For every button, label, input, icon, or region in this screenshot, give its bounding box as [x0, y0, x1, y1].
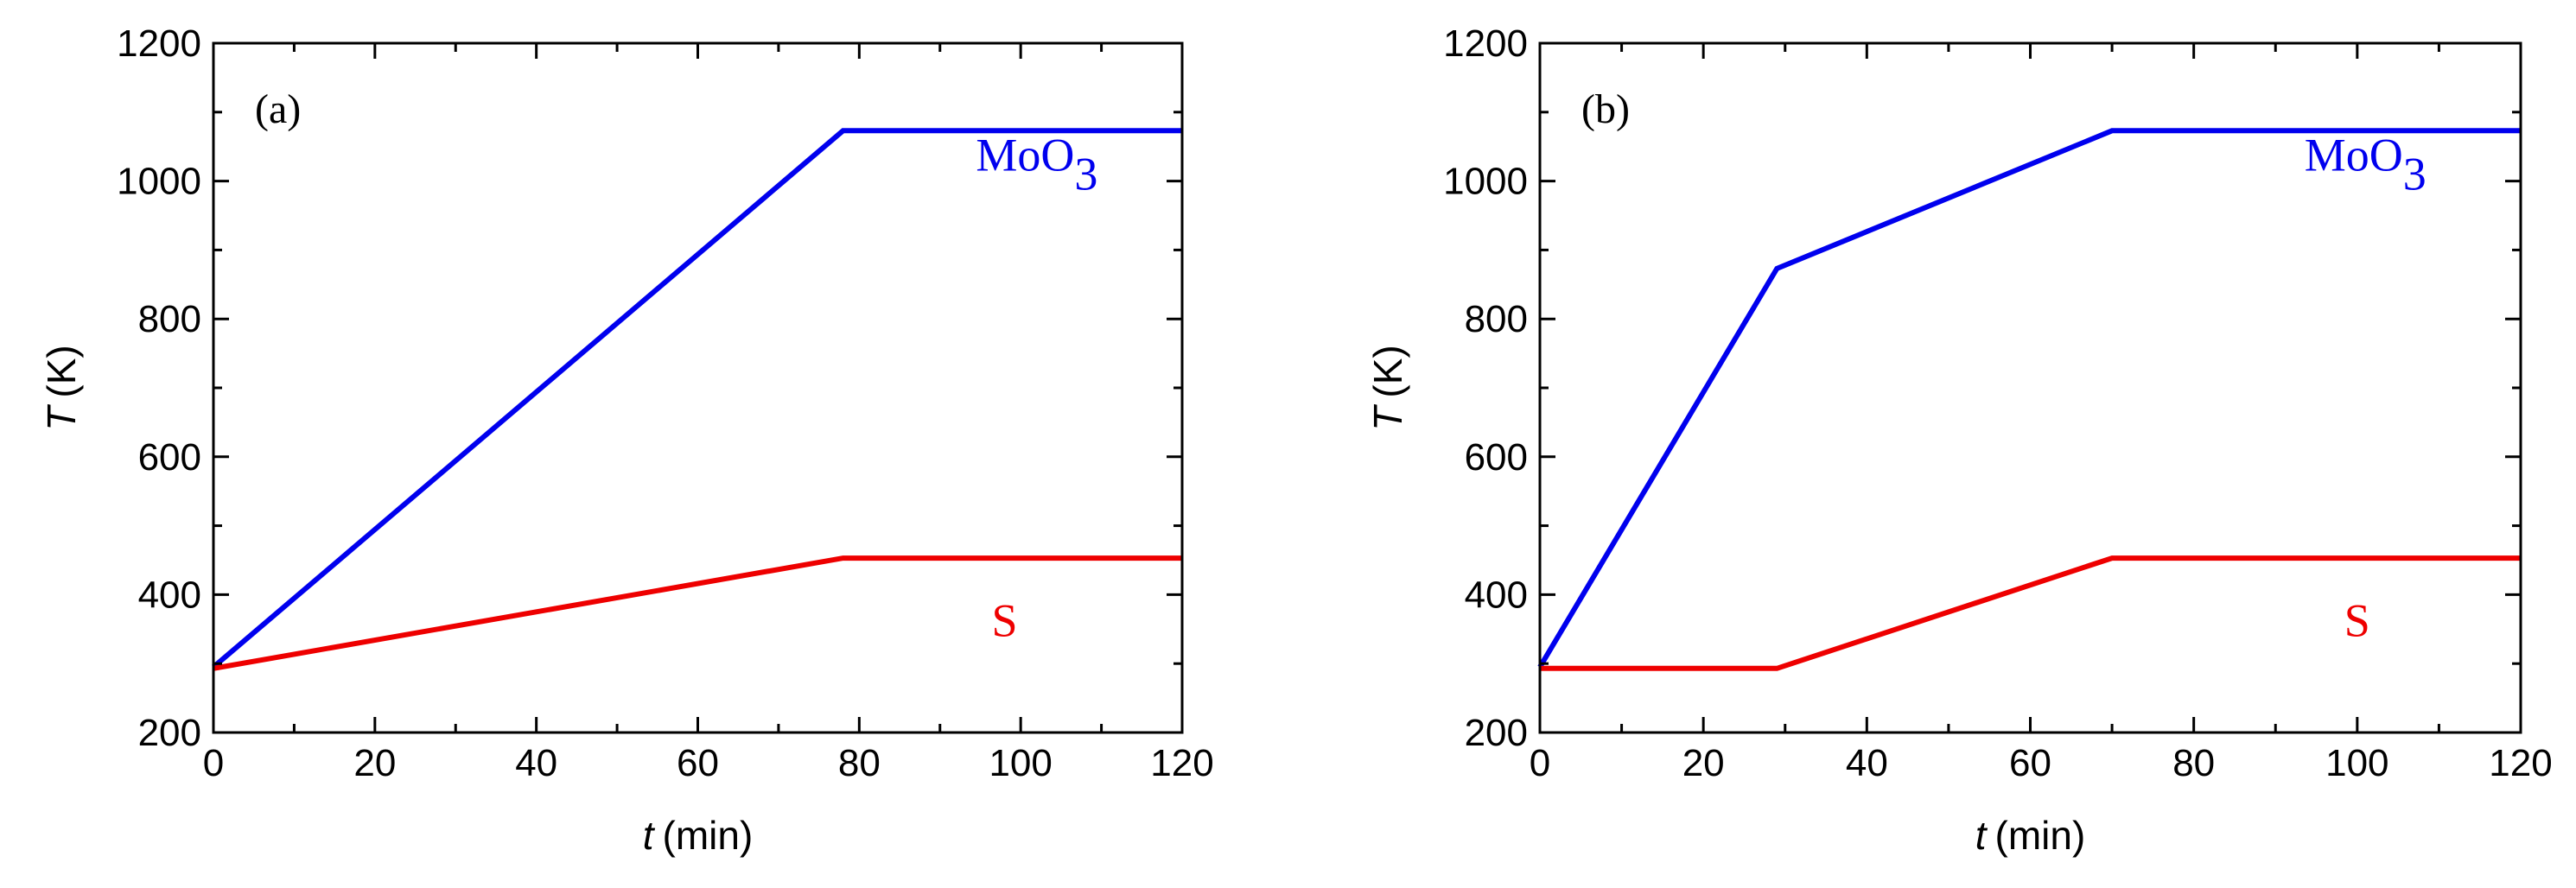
y-tick-label: 1000: [117, 161, 201, 203]
y-tick-label: 200: [138, 712, 201, 754]
series-line-moo3: [212, 128, 1182, 669]
x-tick-label: 60: [2009, 742, 2051, 784]
series-label-moo3: MoO3: [976, 130, 1097, 200]
y-tick-label: 800: [138, 298, 201, 340]
y-tick-label: 1200: [117, 22, 201, 65]
x-tick-label: 100: [2325, 742, 2388, 784]
x-tick-label: 80: [2172, 742, 2215, 784]
y-tick-label: 800: [1465, 298, 1528, 340]
chart-panel-a: 0 20 40 60 80 100 120 200 400 600 800 1000 1200 t (min…: [39, 22, 1214, 858]
x-axis-label: t (min): [643, 813, 754, 858]
x-tick-label: 80: [838, 742, 881, 784]
x-tick-label: 0: [203, 742, 224, 784]
x-tick-label: 120: [1150, 742, 1213, 784]
y-axis-label: T(K): [39, 345, 84, 430]
y-tick-label: 1000: [1443, 161, 1528, 203]
y-tick-label: 600: [138, 436, 201, 479]
series-label-s: S: [991, 594, 1017, 646]
y-tick-label: 400: [138, 574, 201, 616]
series-line-s: [213, 555, 1182, 671]
x-tick-label: 40: [1846, 742, 1888, 784]
y-tick-label: 600: [1465, 436, 1528, 479]
x-tick-label: 100: [989, 742, 1052, 784]
series-label-moo3: MoO3: [2305, 130, 2427, 200]
x-tick-label: 20: [353, 742, 396, 784]
x-tick-label: 120: [2489, 742, 2552, 784]
series-line-moo3: [1537, 128, 2521, 669]
chart-panel-b: 0 20 40 60 80 100 120 200 400 600 800 1000 1200 t (min…: [1365, 22, 2553, 858]
x-axis-label: t (min): [1975, 813, 2086, 858]
series-line-s: [1540, 555, 2521, 671]
y-tick-label: 200: [1465, 712, 1528, 754]
y-axis-label: T(K): [1365, 345, 1410, 430]
series-label-s: S: [2344, 594, 2370, 646]
x-tick-label: 40: [515, 742, 557, 784]
x-tick-label: 60: [677, 742, 719, 784]
y-tick-label: 1200: [1443, 22, 1528, 65]
panel-label: (b): [1581, 86, 1630, 132]
x-tick-label: 20: [1682, 742, 1725, 784]
panel-label: (a): [255, 86, 301, 132]
x-tick-label: 0: [1530, 742, 1550, 784]
y-tick-label: 400: [1465, 574, 1528, 616]
